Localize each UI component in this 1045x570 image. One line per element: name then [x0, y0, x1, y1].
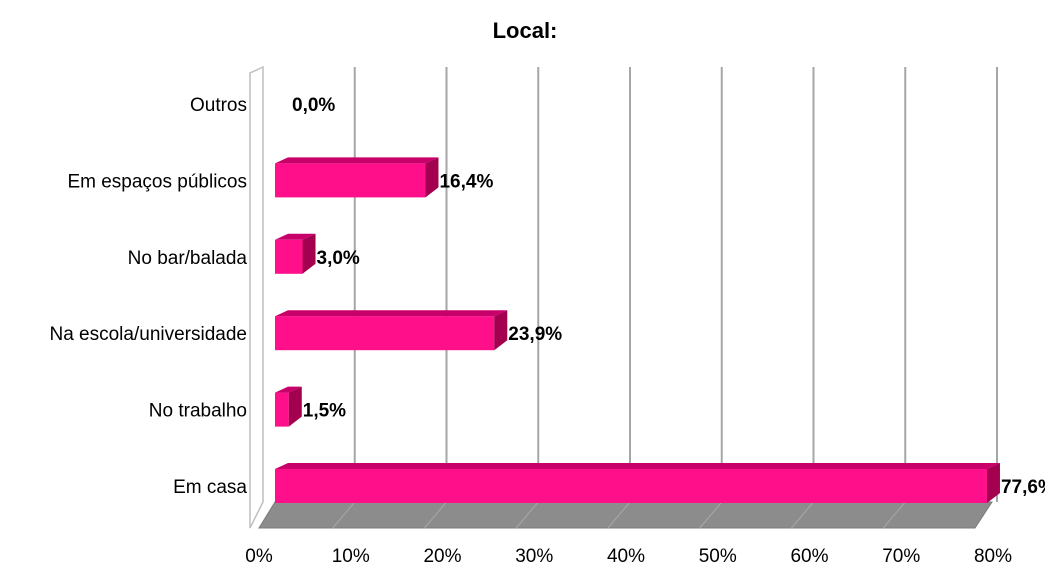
- data-label: 16,4%: [439, 171, 493, 192]
- bar-front: [275, 392, 289, 427]
- bar-side: [986, 463, 1000, 503]
- floor-gridline: [791, 501, 814, 529]
- bar-top: [275, 310, 508, 317]
- bar-side: [302, 233, 316, 274]
- x-tick-label: 10%: [332, 546, 370, 567]
- floor-gridline: [882, 501, 906, 529]
- bar-front: [275, 316, 495, 351]
- floor-plane: [258, 501, 993, 529]
- bar-top: [275, 463, 1000, 469]
- x-tick-label: 50%: [699, 546, 737, 567]
- bar-front: [275, 469, 987, 503]
- category-labels: Em casa No trabalho Na escola/universidade…: [49, 95, 247, 498]
- bars: [275, 157, 1000, 503]
- bar-side: [288, 386, 302, 427]
- floor-gridline: [515, 501, 539, 529]
- data-label: 23,9%: [508, 324, 562, 345]
- x-tick-label: 30%: [515, 546, 553, 567]
- x-tick-label: 70%: [882, 546, 920, 567]
- category-label: No bar/balada: [128, 248, 248, 269]
- bar-top: [275, 157, 439, 164]
- data-label: 77,6%: [1001, 477, 1045, 498]
- x-tick-label: 80%: [974, 546, 1012, 567]
- chart-title: Local:: [493, 18, 558, 43]
- data-labels: 77,6% 1,5% 23,9% 3,0% 16,4% 0,0%: [292, 95, 1045, 498]
- floor-gridline: [424, 501, 447, 529]
- x-tick-label: 60%: [790, 546, 828, 567]
- floor-gridline: [699, 501, 723, 529]
- chart-floor: [258, 501, 993, 529]
- category-label: Na escola/universidade: [49, 324, 247, 345]
- data-label: 1,5%: [303, 401, 346, 422]
- bar-side: [425, 157, 439, 198]
- bar-front: [275, 163, 426, 198]
- x-tick-label: 20%: [423, 546, 461, 567]
- data-label: 3,0%: [317, 248, 360, 269]
- floor-gridline: [607, 501, 631, 529]
- data-label: 0,0%: [292, 95, 335, 116]
- category-label: Em espaços públicos: [67, 171, 247, 192]
- x-axis-ticks: 0% 10% 20% 30% 40% 50% 60% 70% 80%: [245, 546, 1012, 567]
- bar-top: [275, 386, 302, 393]
- bar-top: [275, 233, 316, 240]
- category-label: Outros: [190, 95, 247, 116]
- floor-gridline: [332, 501, 356, 529]
- bar-front: [275, 239, 303, 274]
- x-tick-label: 40%: [607, 546, 645, 567]
- back-wall: [249, 65, 264, 529]
- left-wall: [249, 65, 264, 529]
- bar-side: [494, 310, 508, 351]
- category-label: Em casa: [173, 477, 247, 498]
- category-label: No trabalho: [149, 401, 247, 422]
- gridlines: [353, 67, 998, 502]
- x-tick-label: 0%: [245, 546, 273, 567]
